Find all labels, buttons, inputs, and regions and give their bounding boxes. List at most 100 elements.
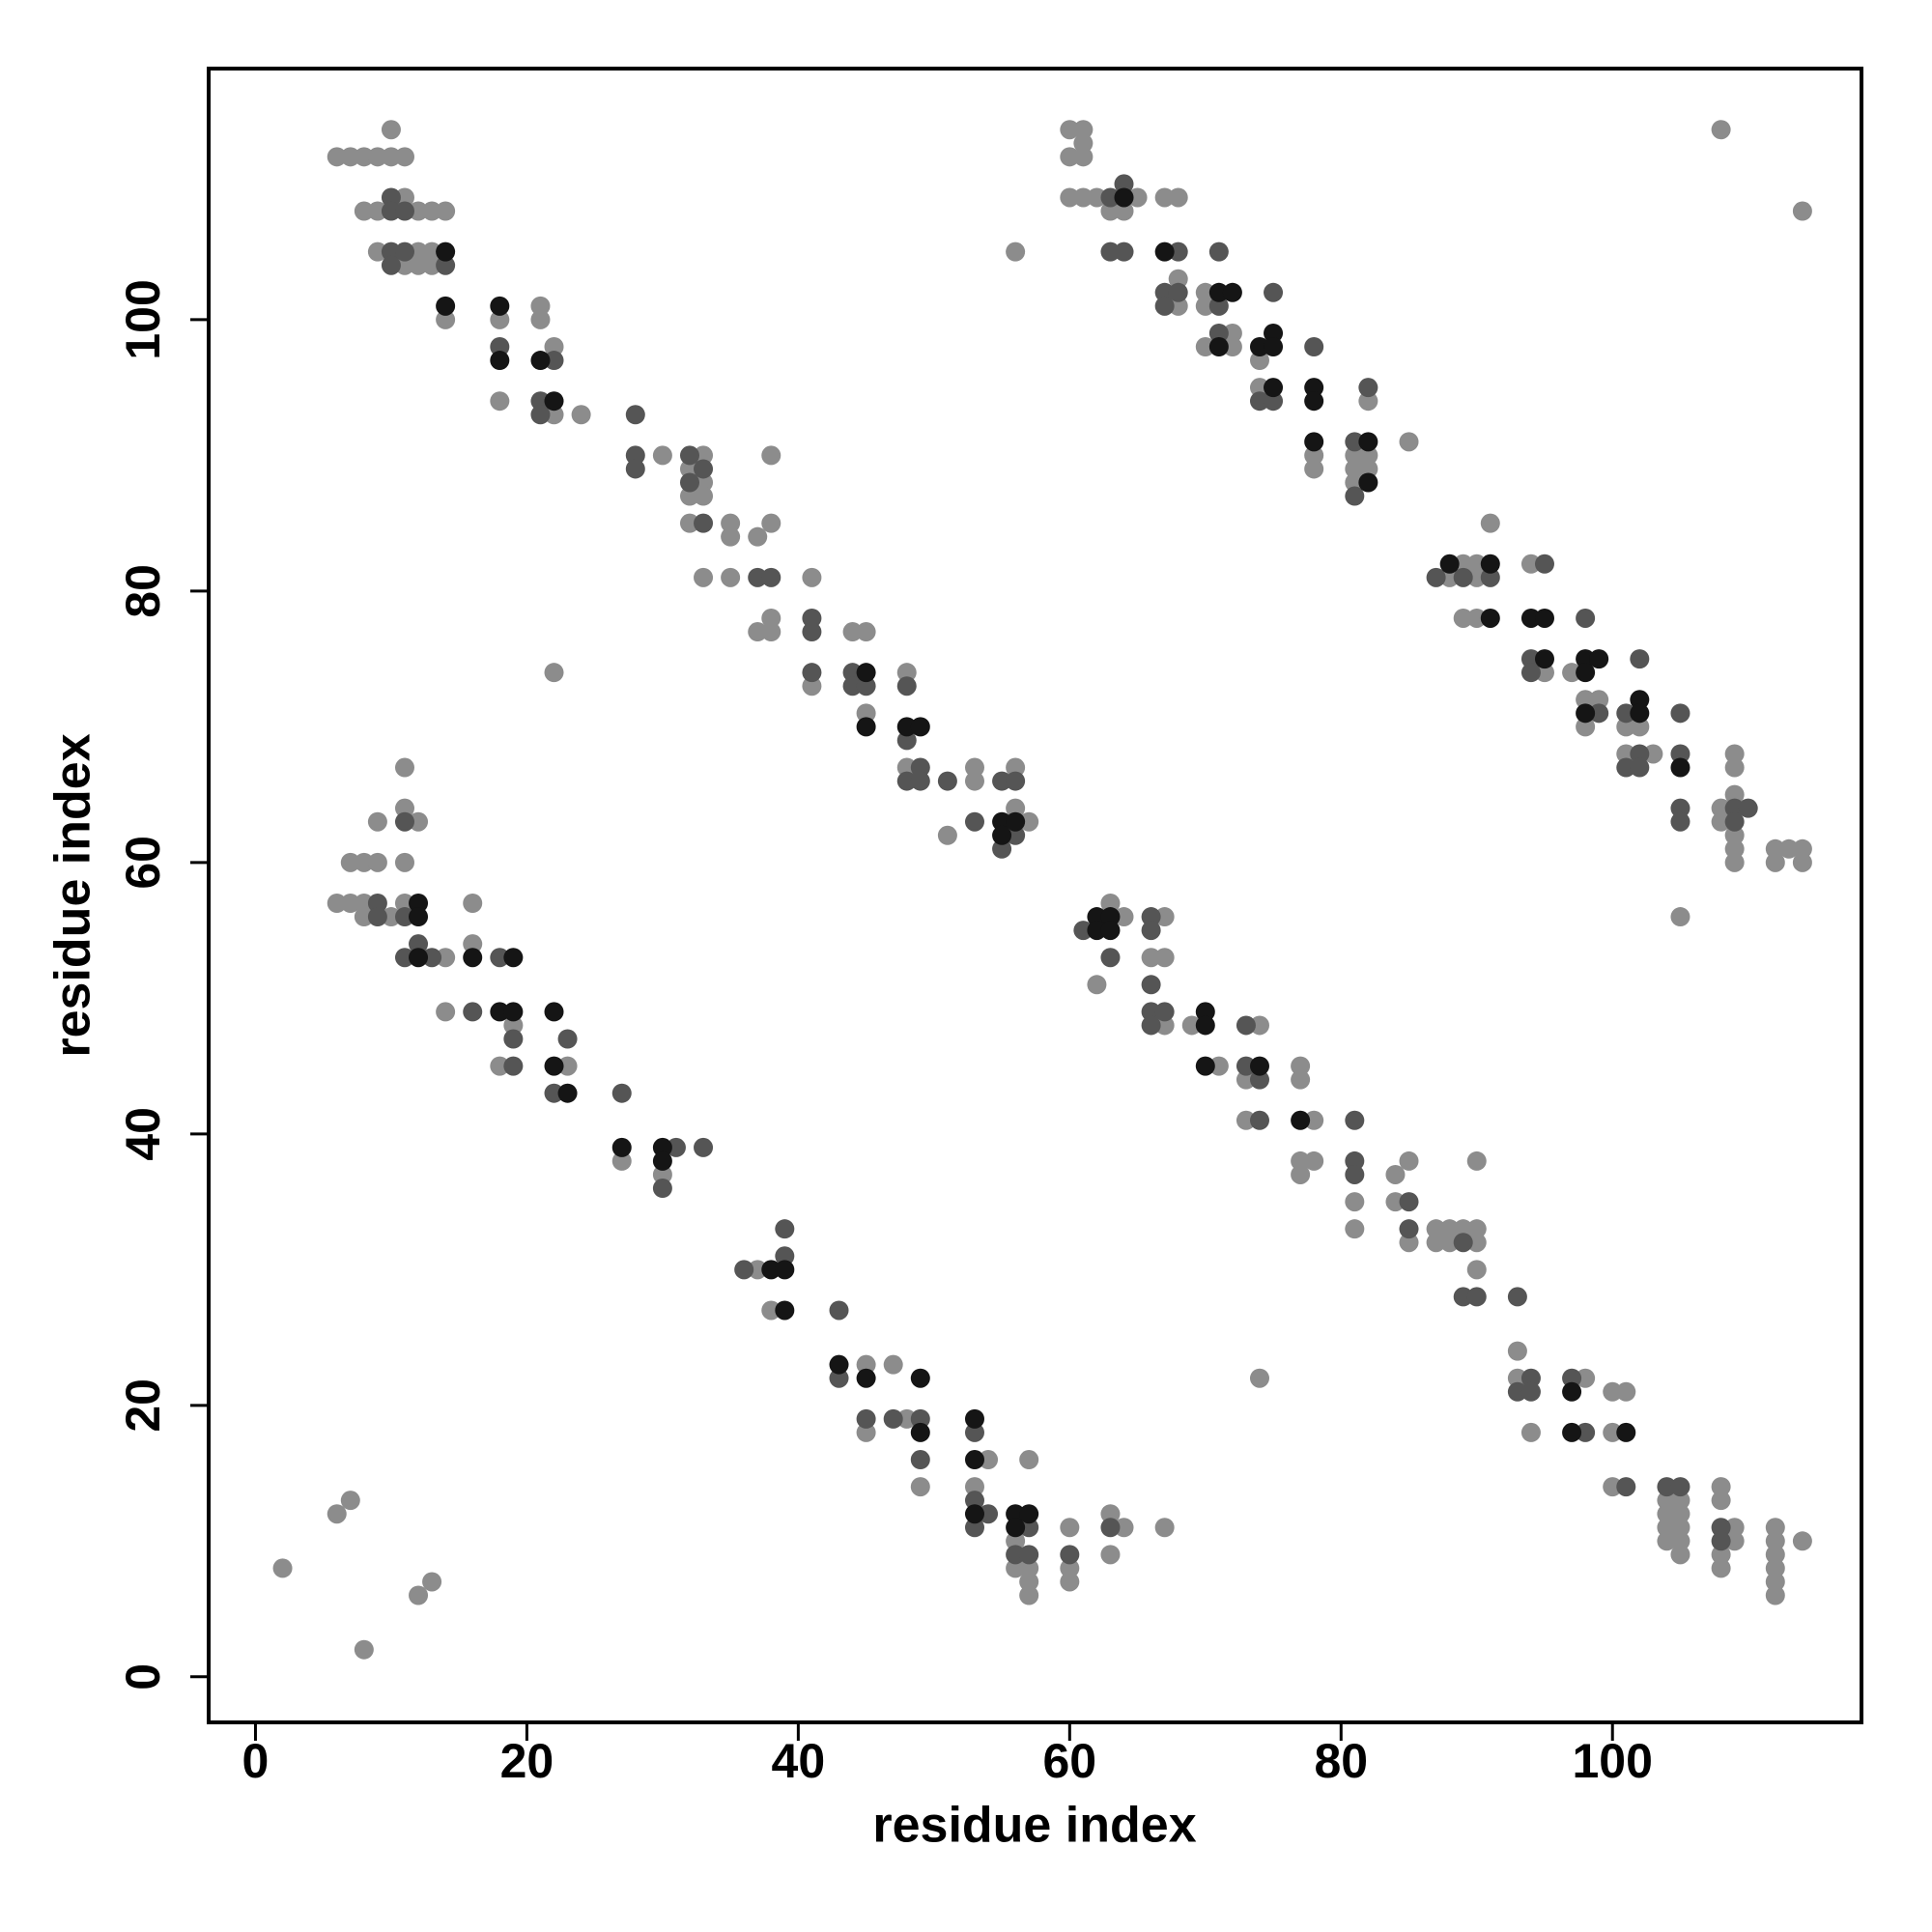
point: [1345, 1151, 1365, 1171]
point: [1399, 1219, 1419, 1239]
point: [679, 445, 699, 466]
point: [1100, 242, 1121, 262]
point: [463, 934, 483, 954]
point: [1520, 1422, 1541, 1442]
point: [436, 255, 456, 275]
point: [409, 907, 429, 927]
point: [557, 1029, 578, 1049]
point: [1778, 838, 1799, 859]
point: [530, 405, 551, 425]
point: [1657, 1477, 1677, 1497]
point: [1304, 1110, 1324, 1130]
point: [1264, 337, 1284, 357]
point: [1006, 771, 1026, 791]
point: [503, 948, 524, 968]
point: [856, 1408, 876, 1429]
point: [1670, 907, 1690, 927]
point: [1100, 894, 1121, 914]
point: [1520, 663, 1541, 683]
point: [679, 472, 699, 493]
point: [802, 622, 822, 642]
point: [1657, 1518, 1677, 1538]
point: [1792, 1531, 1812, 1551]
point: [1304, 378, 1324, 398]
point: [992, 811, 1012, 832]
y-tick-label: 40: [116, 1107, 170, 1161]
point: [1345, 472, 1365, 493]
point: [557, 1056, 578, 1076]
point: [394, 187, 414, 208]
point: [964, 1491, 984, 1511]
point: [1006, 242, 1026, 262]
point: [409, 894, 429, 914]
point: [436, 309, 456, 329]
point: [964, 771, 984, 791]
point: [910, 1368, 930, 1388]
point: [1630, 744, 1650, 764]
point: [910, 1450, 930, 1470]
point: [367, 811, 387, 832]
point: [490, 391, 510, 412]
point: [1087, 907, 1107, 927]
point: [1060, 187, 1080, 208]
point: [1439, 1219, 1460, 1239]
point: [1154, 948, 1175, 968]
point: [1264, 282, 1284, 302]
point: [1507, 1287, 1527, 1307]
x-tick-label: 100: [1573, 1734, 1653, 1788]
point: [1724, 744, 1745, 764]
point: [1358, 472, 1378, 493]
point: [503, 1029, 524, 1049]
point: [1141, 1002, 1161, 1022]
point: [1236, 1015, 1256, 1036]
point: [1453, 567, 1473, 587]
point: [1670, 703, 1690, 724]
point: [1466, 1287, 1487, 1307]
y-tick-label: 0: [116, 1663, 170, 1690]
x-axis-title: residue index: [872, 1798, 1196, 1854]
point: [1358, 432, 1378, 452]
point: [1006, 1504, 1026, 1524]
point: [937, 825, 957, 845]
point: [1630, 703, 1650, 724]
point: [625, 445, 645, 466]
point: [409, 948, 429, 968]
point: [1114, 174, 1134, 194]
point: [1670, 1531, 1690, 1551]
point: [1765, 1585, 1785, 1605]
point: [1249, 391, 1269, 412]
point: [1114, 201, 1134, 221]
point: [896, 757, 917, 778]
point: [1249, 1015, 1269, 1036]
point: [964, 1408, 984, 1429]
y-axis-title: residue index: [45, 733, 101, 1057]
point: [1236, 1069, 1256, 1090]
point: [394, 255, 414, 275]
point: [1765, 1545, 1785, 1565]
point: [1576, 690, 1596, 710]
point: [327, 147, 347, 167]
point: [1670, 1504, 1690, 1524]
point: [1466, 567, 1487, 587]
x-tick-label: 60: [1043, 1734, 1097, 1788]
point: [652, 1137, 672, 1157]
point: [1304, 445, 1324, 466]
point: [1114, 242, 1134, 262]
point: [1100, 921, 1121, 941]
point: [1534, 554, 1554, 574]
point: [1724, 811, 1745, 832]
point: [544, 1002, 564, 1022]
point: [1304, 459, 1324, 479]
point: [1562, 1368, 1582, 1388]
point: [1060, 147, 1080, 167]
point: [1670, 1518, 1690, 1538]
point: [327, 1504, 347, 1524]
point: [1616, 744, 1636, 764]
point: [1006, 811, 1026, 832]
point: [1738, 798, 1758, 818]
point: [394, 852, 414, 872]
point: [1264, 323, 1284, 343]
point: [1195, 296, 1215, 316]
point: [530, 391, 551, 412]
point: [1426, 567, 1446, 587]
